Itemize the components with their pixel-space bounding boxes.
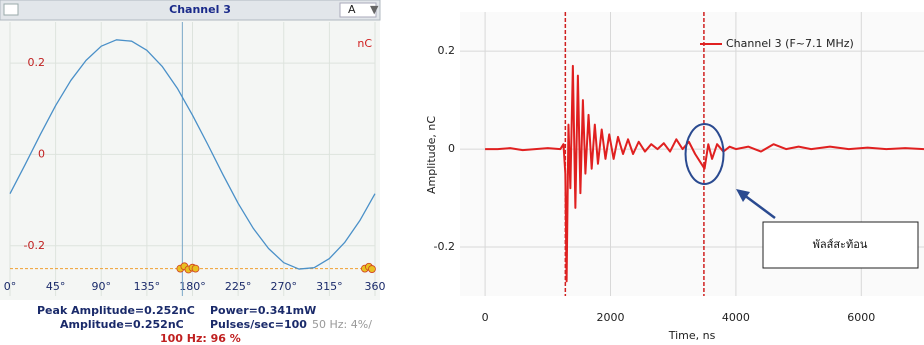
left-panel (0, 0, 380, 300)
x-tick-label: 315° (316, 280, 343, 293)
header-bar (0, 0, 381, 21)
legend-label: Channel 3 (F~7.1 MHz) (726, 37, 854, 50)
x-tick-label: 2000 (596, 311, 624, 324)
status-50hz: 50 Hz: 4%/ (312, 318, 372, 331)
status-peak: Peak Amplitude=0.252nC (37, 304, 195, 317)
x-tick-label: 90° (92, 280, 112, 293)
x-tick-label: 225° (225, 280, 252, 293)
unit-label: nC (357, 37, 372, 50)
y-axis-label: Amplitude, nC (425, 116, 438, 194)
y-tick-label: -0.2 (434, 240, 455, 253)
x-tick-label: 0° (4, 280, 17, 293)
panel-title: Channel 3 (169, 3, 231, 16)
dropdown-value[interactable]: A (348, 3, 356, 16)
window-icon[interactable] (3, 3, 19, 16)
status-pulses: Pulses/sec=100 (210, 318, 307, 331)
y-tick-label: 0.2 (28, 56, 46, 69)
scatter-point (191, 264, 200, 273)
dropdown[interactable] (339, 2, 377, 18)
x-axis-label: Time, ns (668, 329, 716, 342)
x-tick-label: 4000 (722, 311, 750, 324)
y-tick-label: 0 (38, 147, 45, 160)
status-100hz: 100 Hz: 96 % (160, 332, 241, 345)
x-tick-label: 270° (271, 280, 298, 293)
dropdown-arrow[interactable]: ▼ (370, 3, 379, 16)
x-tick-label: 135° (134, 280, 161, 293)
annotation-text: พัลส์สะท้อน (813, 238, 868, 251)
y-tick-label: -0.2 (24, 239, 45, 252)
series-line (9, 39, 376, 270)
series-line (485, 64, 924, 283)
status-amplitude: Amplitude=0.252nC (60, 318, 184, 331)
scatter-point (368, 265, 376, 273)
x-tick-label: 0 (482, 311, 489, 324)
y-tick-label: 0.2 (438, 44, 456, 57)
status-power: Power=0.341mW (210, 304, 316, 317)
highlight-ellipse (684, 123, 725, 185)
y-tick-label: 0 (448, 142, 455, 155)
arrow-head (736, 189, 750, 202)
x-tick-label: 6000 (847, 311, 875, 324)
annotation-box (762, 221, 919, 269)
x-tick-label: 360 (365, 280, 386, 293)
x-tick-label: 180° (179, 280, 206, 293)
x-tick-label: 45° (46, 280, 66, 293)
